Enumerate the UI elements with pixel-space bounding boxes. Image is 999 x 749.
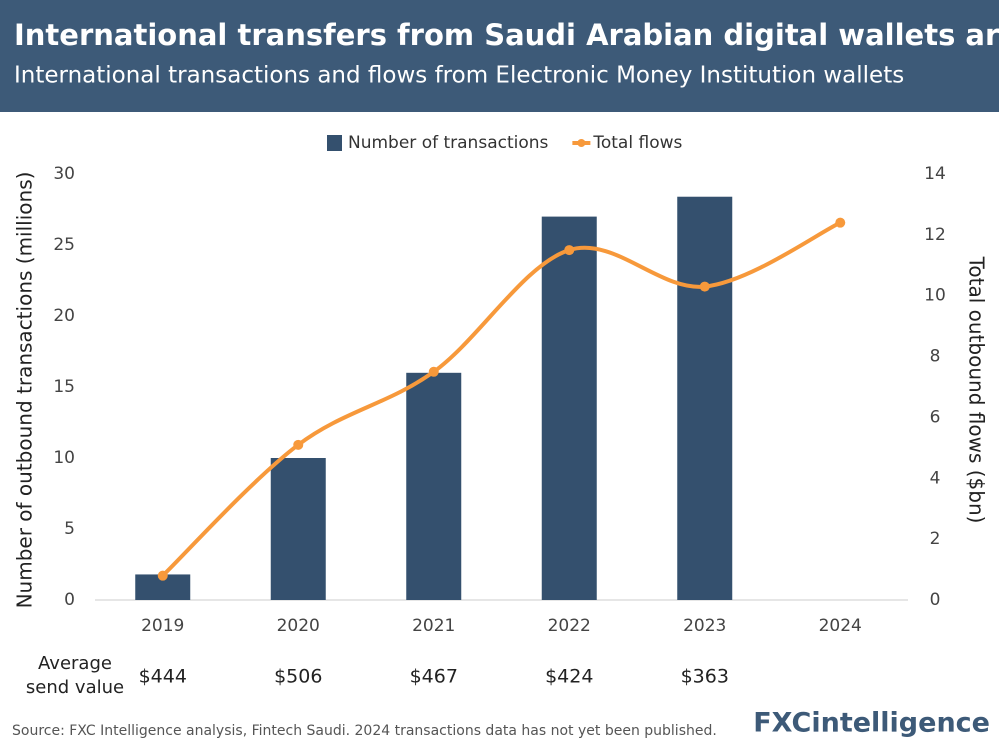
table-value: $467 bbox=[410, 666, 458, 688]
table-label: Average send value bbox=[25, 653, 125, 698]
marker bbox=[293, 439, 304, 450]
x-tick-label: 2019 bbox=[141, 616, 184, 636]
legend-label: Number of transactions bbox=[348, 133, 549, 153]
y2-tick-label: 2 bbox=[930, 529, 941, 549]
y2-tick-label: 12 bbox=[924, 225, 946, 245]
x-tick-label: 2021 bbox=[412, 616, 455, 636]
logo: FXCintelligence bbox=[753, 708, 990, 739]
x-tick-label: 2023 bbox=[683, 616, 726, 636]
y-tick-label: 0 bbox=[64, 590, 75, 610]
table-value: $424 bbox=[545, 666, 593, 688]
bar bbox=[406, 372, 462, 600]
y-tick-label: 15 bbox=[53, 377, 75, 397]
y-tick-label: 30 bbox=[53, 164, 75, 184]
x-tick-label: 2024 bbox=[819, 616, 862, 636]
marker bbox=[564, 245, 575, 256]
y-tick-label: 20 bbox=[53, 306, 75, 326]
y-tick-label: 5 bbox=[64, 519, 75, 539]
marker bbox=[157, 570, 168, 581]
header-bg bbox=[0, 0, 999, 112]
chart-title: International transfers from Saudi Arabi… bbox=[14, 18, 999, 52]
source: Source: FXC Intelligence analysis, Finte… bbox=[12, 723, 717, 739]
bar bbox=[270, 458, 326, 600]
x-tick-label: 2020 bbox=[277, 616, 320, 636]
y-tick-label: 25 bbox=[53, 235, 75, 255]
table-value: $363 bbox=[681, 666, 729, 688]
table-value: $444 bbox=[139, 666, 187, 688]
x-tick-label: 2022 bbox=[548, 616, 591, 636]
table-value: $506 bbox=[274, 666, 322, 688]
legend-swatch-marker bbox=[577, 139, 586, 147]
y-axis-title: Number of outbound transactions (million… bbox=[13, 172, 37, 609]
y-tick-label: 10 bbox=[53, 448, 75, 468]
y2-tick-label: 8 bbox=[930, 347, 941, 367]
marker bbox=[699, 281, 710, 292]
legend-swatch bbox=[327, 135, 342, 151]
y2-tick-label: 6 bbox=[930, 407, 941, 427]
y2-tick-label: 4 bbox=[930, 468, 941, 488]
y2-axis-title: Total outbound flows ($bn) bbox=[965, 256, 989, 524]
bar bbox=[541, 216, 597, 600]
y2-tick-label: 0 bbox=[930, 590, 941, 610]
y2-tick-label: 14 bbox=[924, 164, 946, 184]
line bbox=[161, 220, 842, 578]
y2-tick-label: 10 bbox=[924, 286, 946, 306]
chart-subtitle: International transactions and flows fro… bbox=[14, 63, 904, 89]
legend-label: Total flows bbox=[592, 133, 682, 153]
bar bbox=[677, 196, 733, 600]
marker bbox=[428, 366, 439, 377]
marker bbox=[835, 217, 846, 228]
